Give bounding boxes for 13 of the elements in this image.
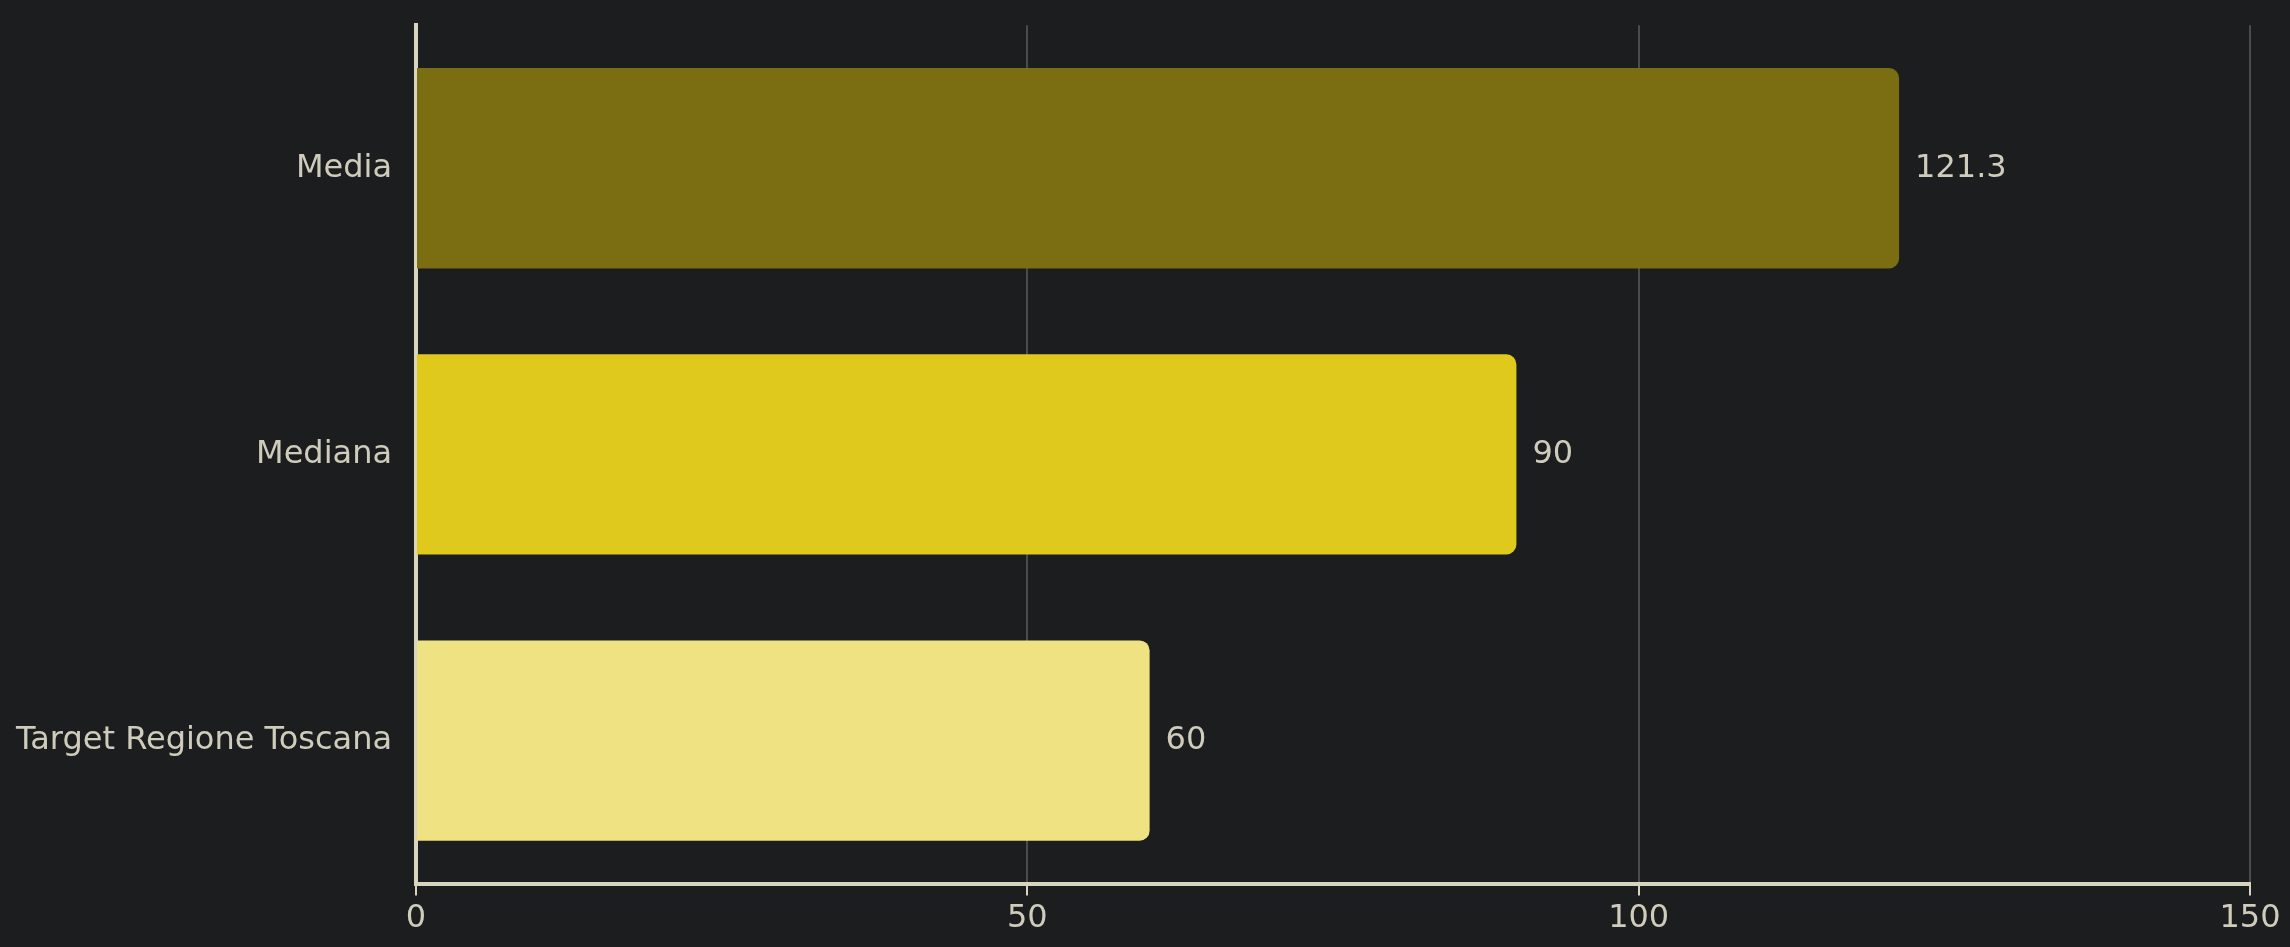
bar	[417, 354, 1517, 555]
x-tick-label: 100	[1608, 897, 1670, 936]
y-tick-label: Target Regione Toscana	[15, 718, 393, 757]
x-tick-label: 0	[405, 897, 427, 936]
data-label: 121.3	[1915, 146, 2007, 185]
y-tick-label: Media	[295, 146, 393, 185]
data-label: 60	[1165, 718, 1207, 757]
bar	[417, 640, 1150, 841]
y-tick-label: Mediana	[256, 432, 393, 471]
data-label: 90	[1532, 432, 1574, 471]
x-tick-label: 150	[2219, 897, 2281, 936]
x-tick-label: 50	[1006, 897, 1048, 936]
bar	[417, 68, 1900, 269]
